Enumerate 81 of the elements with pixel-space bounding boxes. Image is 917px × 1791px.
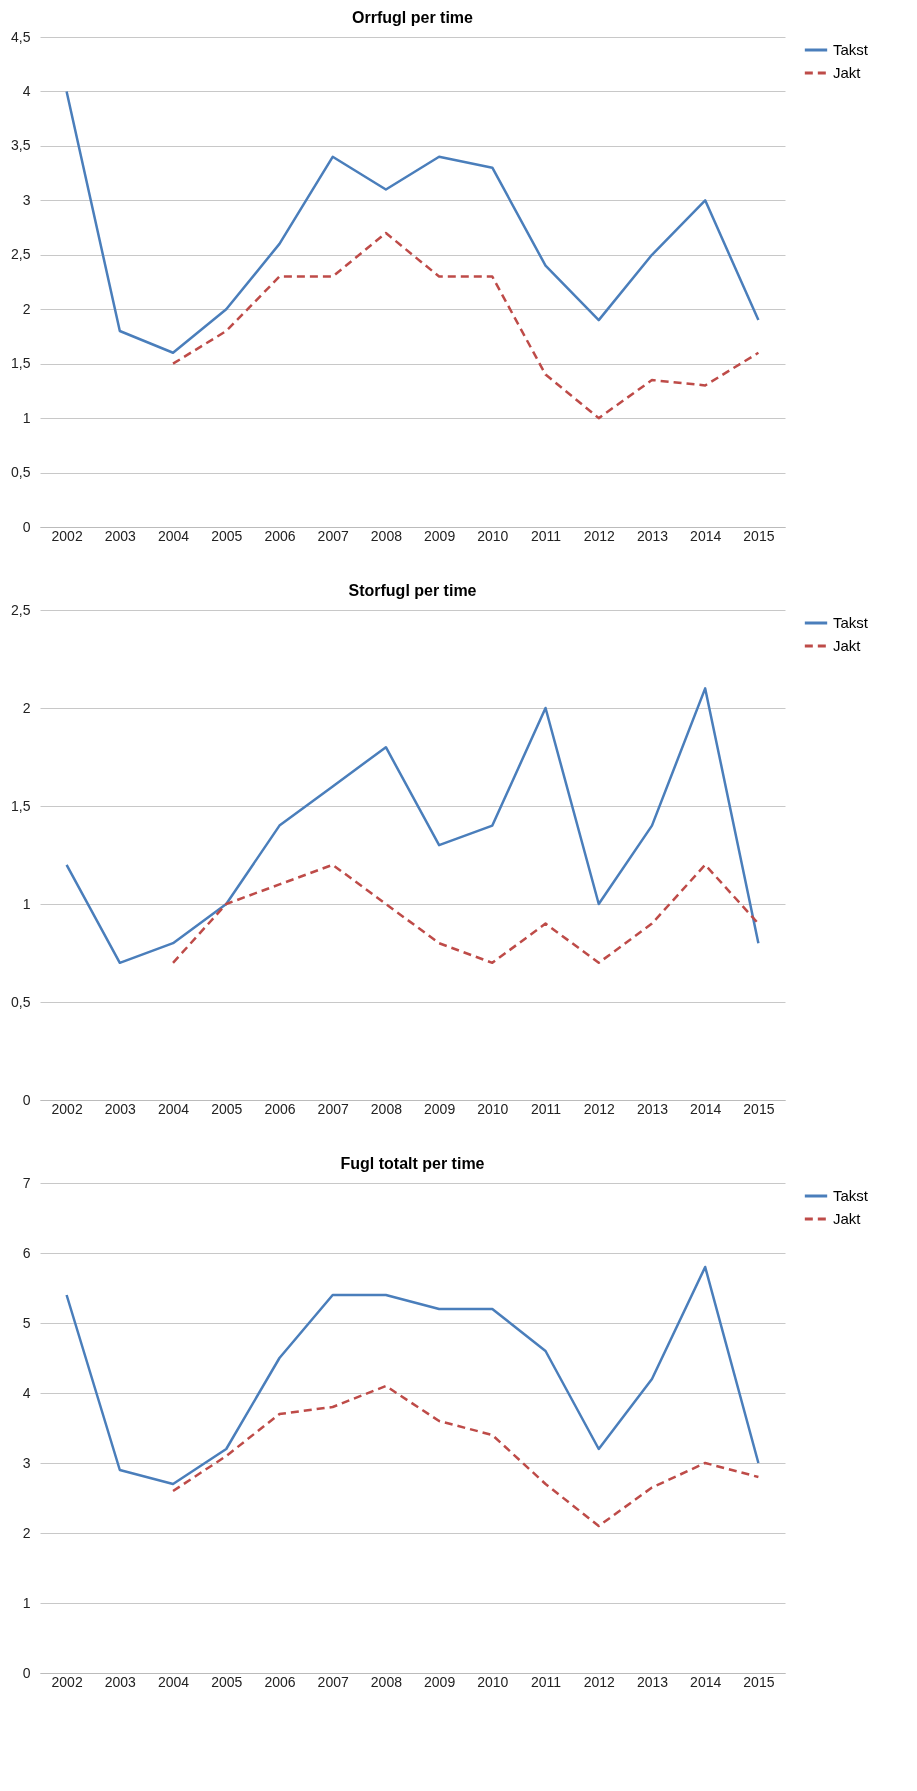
x-tick-label: 2015 bbox=[743, 1100, 775, 1117]
line-series bbox=[171, 1384, 760, 1528]
x-tick-label: 2005 bbox=[211, 1673, 243, 1690]
x-tick-label: 2006 bbox=[264, 1100, 296, 1117]
x-tick-label: 2008 bbox=[370, 1673, 403, 1690]
x-tick-label: 2012 bbox=[583, 527, 616, 544]
x-tick-label: 2005 bbox=[211, 527, 243, 544]
x-tick-label: 2002 bbox=[51, 527, 83, 544]
x-tick-label: 2013 bbox=[636, 1100, 669, 1117]
line-series bbox=[171, 231, 760, 420]
x-tick-label: 2015 bbox=[743, 527, 775, 544]
x-tick-label: 2006 bbox=[264, 527, 296, 544]
x-tick-label: 2014 bbox=[690, 527, 722, 544]
x-tick-label: 2009 bbox=[424, 1100, 456, 1117]
x-tick-label: 2012 bbox=[583, 1100, 616, 1117]
y-tick-label: 3 bbox=[22, 191, 31, 208]
y-tick-label: 2 bbox=[22, 300, 31, 317]
x-tick-label: 2009 bbox=[424, 1673, 456, 1690]
chart-title: Orrfugl per time bbox=[352, 9, 474, 26]
x-tick-label: 2004 bbox=[157, 1673, 190, 1690]
y-tick-label: 2,5 bbox=[11, 246, 31, 263]
y-tick-label: 2 bbox=[22, 699, 31, 716]
legend-label: Takst bbox=[833, 41, 869, 58]
y-tick-label: 4 bbox=[22, 82, 31, 99]
y-tick-label: 5 bbox=[22, 1314, 31, 1331]
y-tick-label: 1 bbox=[22, 895, 31, 912]
x-tick-label: 2002 bbox=[51, 1673, 83, 1690]
x-tick-label: 2003 bbox=[104, 1673, 137, 1690]
line-series bbox=[65, 1265, 760, 1486]
x-tick-label: 2010 bbox=[477, 1100, 509, 1117]
legend-label: Jakt bbox=[833, 637, 862, 654]
legend-label: Takst bbox=[833, 1187, 869, 1204]
y-tick-label: 3 bbox=[22, 1454, 31, 1471]
x-tick-label: 2005 bbox=[211, 1100, 243, 1117]
y-tick-label: 3,5 bbox=[11, 137, 31, 154]
y-tick-label: 4 bbox=[22, 1384, 31, 1401]
x-tick-label: 2012 bbox=[583, 1673, 616, 1690]
x-tick-label: 2011 bbox=[530, 527, 562, 544]
y-tick-label: 0 bbox=[22, 518, 31, 535]
legend-label: Jakt bbox=[833, 1210, 862, 1227]
x-tick-label: 2009 bbox=[424, 527, 456, 544]
x-tick-label: 2007 bbox=[317, 1100, 349, 1117]
y-tick-label: 2 bbox=[22, 1524, 31, 1541]
x-tick-label: 2013 bbox=[636, 1673, 669, 1690]
chart-title: Storfugl per time bbox=[348, 582, 477, 599]
x-tick-label: 2002 bbox=[51, 1100, 83, 1117]
x-tick-label: 2008 bbox=[370, 527, 403, 544]
x-tick-label: 2004 bbox=[157, 527, 190, 544]
x-tick-label: 2007 bbox=[317, 1673, 349, 1690]
x-tick-label: 2011 bbox=[530, 1673, 562, 1690]
line-series bbox=[171, 863, 760, 965]
x-tick-label: 2008 bbox=[370, 1100, 403, 1117]
y-tick-label: 0,5 bbox=[11, 464, 31, 481]
legend-label: Takst bbox=[833, 614, 869, 631]
y-tick-label: 0 bbox=[22, 1091, 31, 1108]
x-tick-label: 2013 bbox=[636, 527, 669, 544]
y-tick-label: 6 bbox=[22, 1244, 31, 1261]
y-tick-label: 4,5 bbox=[11, 28, 31, 45]
line-series bbox=[65, 90, 760, 355]
y-tick-label: 7 bbox=[22, 1174, 31, 1191]
y-tick-label: 1,5 bbox=[11, 797, 31, 814]
y-tick-label: 1 bbox=[22, 409, 31, 426]
y-tick-label: 1 bbox=[22, 1594, 31, 1611]
line-series bbox=[65, 687, 760, 965]
x-tick-label: 2014 bbox=[690, 1100, 722, 1117]
x-tick-label: 2011 bbox=[530, 1100, 562, 1117]
chart-title: Fugl totalt per time bbox=[340, 1155, 485, 1172]
x-tick-label: 2004 bbox=[157, 1100, 190, 1117]
x-tick-label: 2003 bbox=[104, 527, 137, 544]
x-tick-label: 2007 bbox=[317, 527, 349, 544]
x-tick-label: 2003 bbox=[104, 1100, 137, 1117]
x-tick-label: 2010 bbox=[477, 1673, 509, 1690]
y-tick-label: 1,5 bbox=[11, 355, 31, 372]
y-tick-label: 2,5 bbox=[11, 601, 31, 618]
y-tick-label: 0 bbox=[22, 1664, 31, 1681]
legend-label: Jakt bbox=[833, 64, 862, 81]
x-tick-label: 2010 bbox=[477, 527, 509, 544]
y-tick-label: 0,5 bbox=[11, 993, 31, 1010]
x-tick-label: 2014 bbox=[690, 1673, 722, 1690]
x-tick-label: 2006 bbox=[264, 1673, 296, 1690]
x-tick-label: 2015 bbox=[743, 1673, 775, 1690]
